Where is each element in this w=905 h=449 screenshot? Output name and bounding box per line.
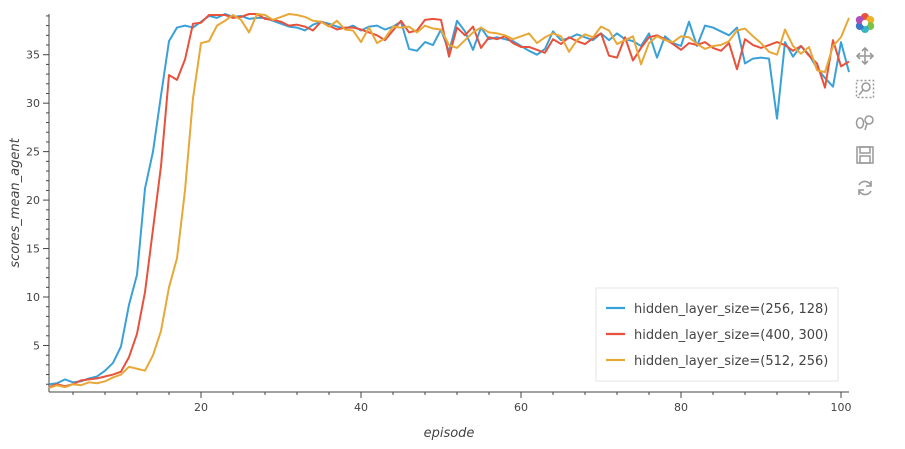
x-axis-label: episode xyxy=(424,426,475,441)
y-tick-label: 30 xyxy=(26,97,40,110)
legend: hidden_layer_size=(256, 128) hidden_layer… xyxy=(595,287,839,382)
legend-label: hidden_layer_size=(512, 256) xyxy=(634,354,828,369)
x-tick-label: 20 xyxy=(194,401,208,414)
y-tick-label: 5 xyxy=(33,339,40,352)
y-tick-label: 10 xyxy=(26,291,40,304)
y-tick-label: 35 xyxy=(26,49,40,62)
x-tick-label: 100 xyxy=(831,401,852,414)
reset-icon[interactable] xyxy=(852,175,878,201)
x-minor-ticks xyxy=(72,392,810,395)
y-tick-label: 25 xyxy=(26,146,40,159)
y-axis-label: scores_mean_agent xyxy=(8,137,23,267)
x-tick-label: 80 xyxy=(674,401,688,414)
series-line-1 xyxy=(48,13,850,386)
x-tick-label: 60 xyxy=(514,401,528,414)
wheel-zoom-icon[interactable] xyxy=(852,109,878,135)
bokeh-logo-icon[interactable] xyxy=(852,10,878,36)
legend-box xyxy=(595,287,839,382)
series-line-3 xyxy=(48,13,850,390)
series-line-2 xyxy=(48,13,850,389)
axes: 20 40 60 80 100 5 10 15 20 25 30 35 xyxy=(26,14,852,414)
legend-label: hidden_layer_size=(256, 128) xyxy=(634,302,828,317)
toolbar xyxy=(852,10,880,208)
box-zoom-icon[interactable] xyxy=(852,76,878,102)
pan-icon[interactable] xyxy=(852,43,878,69)
series-lines xyxy=(48,13,850,390)
x-tick-label: 40 xyxy=(354,401,368,414)
legend-label: hidden_layer_size=(400, 300) xyxy=(634,328,828,343)
y-tick-label: 15 xyxy=(26,243,40,256)
y-ticks: 5 10 15 20 25 30 35 xyxy=(26,49,49,352)
y-tick-label: 20 xyxy=(26,194,40,207)
x-ticks: 20 40 60 80 100 xyxy=(194,392,852,414)
save-icon[interactable] xyxy=(852,142,878,168)
y-minor-ticks xyxy=(46,15,49,385)
